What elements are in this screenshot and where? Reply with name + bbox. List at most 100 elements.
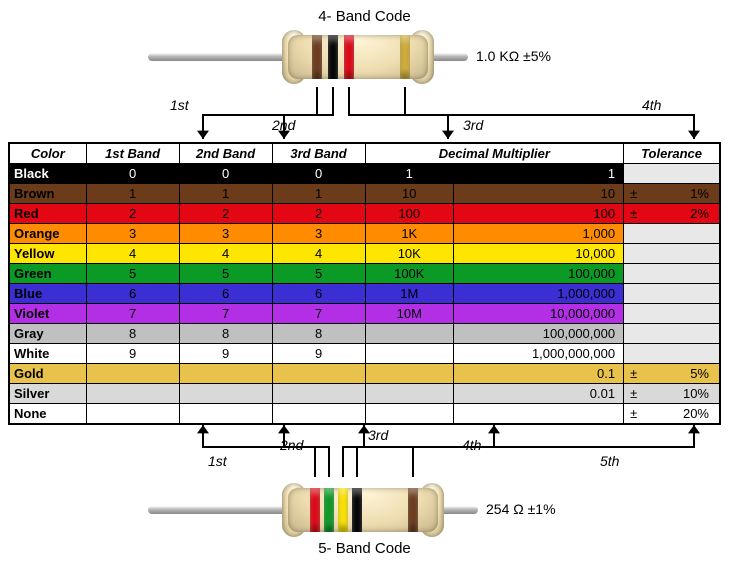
cell: 0.01: [454, 384, 624, 404]
band-1: [312, 35, 322, 79]
cell: 3: [86, 224, 179, 244]
cell: 0.1: [454, 364, 624, 384]
cell: 8: [86, 324, 179, 344]
cell: [454, 404, 624, 425]
resistor-value: 254 Ω ±1%: [486, 501, 556, 517]
cell: 10,000: [454, 244, 624, 264]
cell: 1M: [365, 284, 453, 304]
col-header: 1st Band: [86, 143, 179, 164]
cell: 7: [86, 304, 179, 324]
col-header: Decimal Multiplier: [365, 143, 624, 164]
cell: 9: [179, 344, 272, 364]
cell: 7: [272, 304, 365, 324]
col-header: 3rd Band: [272, 143, 365, 164]
cell: [624, 304, 720, 324]
col-header: 2nd Band: [179, 143, 272, 164]
cell: 5: [86, 264, 179, 284]
band-3: [338, 488, 348, 532]
cell: Orange: [9, 224, 86, 244]
cell: 4: [272, 244, 365, 264]
ordinal-label: 5th: [600, 453, 619, 469]
cell: 100,000: [454, 264, 624, 284]
cell: 9: [272, 344, 365, 364]
cell: 5: [272, 264, 365, 284]
table-row: Blue6661M1,000,000: [9, 284, 720, 304]
resistor-value: 1.0 KΩ ±5%: [476, 48, 551, 64]
band-5: [408, 488, 418, 532]
cell: [179, 384, 272, 404]
cell: 0: [272, 164, 365, 184]
cell: 10M: [365, 304, 453, 324]
cell: [624, 284, 720, 304]
cell: Yellow: [9, 244, 86, 264]
table-row: Yellow44410K10,000: [9, 244, 720, 264]
table-row: None±20%: [9, 404, 720, 425]
cell: White: [9, 344, 86, 364]
table-row: White9991,000,000,000: [9, 344, 720, 364]
cell: ±5%: [624, 364, 720, 384]
col-header: Tolerance: [624, 143, 720, 164]
cell: [624, 344, 720, 364]
cell: 6: [86, 284, 179, 304]
cell: [624, 164, 720, 184]
cell: [179, 404, 272, 425]
cell: 1,000: [454, 224, 624, 244]
table-row: Green555100K100,000: [9, 264, 720, 284]
ordinal-label: 2nd: [280, 437, 303, 453]
cell: Silver: [9, 384, 86, 404]
cell: 100: [454, 204, 624, 224]
resistor-4band: 1.0 KΩ ±5%: [8, 27, 721, 87]
cell: [624, 324, 720, 344]
ordinal-label: 1st: [208, 453, 227, 469]
cell: [86, 384, 179, 404]
resistor-5band: 254 Ω ±1%: [8, 480, 721, 540]
cell: 0: [179, 164, 272, 184]
cell: 3: [179, 224, 272, 244]
cell: 7: [179, 304, 272, 324]
cell: 8: [272, 324, 365, 344]
band-3: [344, 35, 354, 79]
cell: 1,000,000: [454, 284, 624, 304]
cell: Green: [9, 264, 86, 284]
cell: 4: [179, 244, 272, 264]
band-4: [400, 35, 410, 79]
ordinal-label: 4th: [642, 97, 661, 113]
table-row: Orange3331K1,000: [9, 224, 720, 244]
cell: 5: [179, 264, 272, 284]
table-row: Violet77710M10,000,000: [9, 304, 720, 324]
cell: 1: [454, 164, 624, 184]
cell: [365, 324, 453, 344]
cell: [365, 404, 453, 425]
cell: 10,000,000: [454, 304, 624, 324]
cell: [365, 344, 453, 364]
cell: None: [9, 404, 86, 425]
table-row: Gray888100,000,000: [9, 324, 720, 344]
ordinal-label: 4th: [462, 437, 481, 453]
cell: 2: [179, 204, 272, 224]
cell: [624, 244, 720, 264]
cell: [86, 364, 179, 384]
band-4: [352, 488, 362, 532]
col-header: Color: [9, 143, 86, 164]
table-row: Gold0.1±5%: [9, 364, 720, 384]
cell: 6: [179, 284, 272, 304]
ordinal-label: 1st: [170, 97, 189, 113]
cell: Brown: [9, 184, 86, 204]
color-code-table: Color1st Band2nd Band3rd BandDecimal Mul…: [8, 142, 721, 425]
cell: [86, 404, 179, 425]
cell: Black: [9, 164, 86, 184]
cell: [272, 404, 365, 425]
band-1: [310, 488, 320, 532]
band-2: [324, 488, 334, 532]
cell: 4: [86, 244, 179, 264]
cell: 1: [86, 184, 179, 204]
table-row: Brown1111010±1%: [9, 184, 720, 204]
cell: 1: [272, 184, 365, 204]
table-row: Black00011: [9, 164, 720, 184]
cell: [272, 364, 365, 384]
bottom-title: 5- Band Code: [8, 540, 721, 557]
cell: ±1%: [624, 184, 720, 204]
band-2: [328, 35, 338, 79]
cell: 10: [454, 184, 624, 204]
cell: 1K: [365, 224, 453, 244]
